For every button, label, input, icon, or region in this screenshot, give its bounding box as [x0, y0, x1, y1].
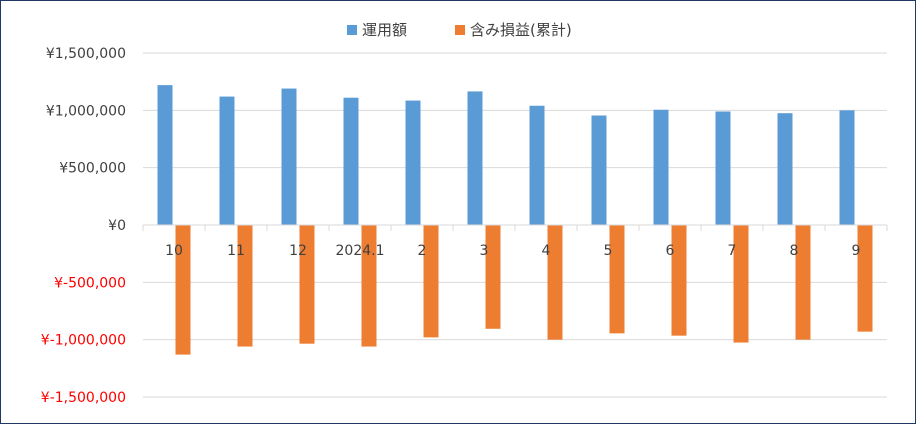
bar-fukumi-soneki: [423, 225, 439, 338]
bar-fukumi-soneki: [485, 225, 501, 329]
bars: [157, 85, 873, 355]
y-tick-label: ¥1,500,000: [46, 46, 126, 62]
y-tick-label: ¥500,000: [59, 161, 126, 177]
y-axis: ¥1,500,000 ¥1,000,000 ¥500,000 ¥0 ¥-500,000 ¥…: [41, 46, 126, 406]
bar-fukumi-soneki: [857, 225, 873, 332]
bar-unyougaku: [715, 111, 731, 225]
x-category-label: 7: [728, 243, 737, 259]
bar-fukumi-soneki: [299, 225, 315, 344]
x-category-label: 2: [418, 243, 427, 259]
y-tick-label: ¥1,000,000: [46, 103, 126, 119]
x-category-label: 6: [666, 243, 675, 259]
y-tick-label: ¥-500,000: [54, 275, 126, 291]
gridlines: [143, 52, 887, 398]
bar-unyougaku: [529, 105, 545, 225]
y-tick-label: ¥-1,500,000: [41, 390, 126, 406]
legend-label: 含み損益(累計): [470, 21, 572, 39]
bar-unyougaku: [777, 113, 793, 225]
x-category-label: 3: [480, 243, 489, 259]
bar-fukumi-soneki: [671, 225, 687, 336]
bar-unyougaku: [343, 97, 359, 225]
y-tick-label: ¥0: [108, 218, 126, 234]
x-category-label: 5: [604, 243, 613, 259]
bar-fukumi-soneki: [609, 225, 625, 334]
x-category-label: 12: [289, 243, 307, 259]
bar-unyougaku: [653, 109, 669, 225]
zero-axis: [142, 224, 888, 231]
legend-label: 運用額: [362, 21, 407, 39]
x-category-label: 4: [542, 243, 551, 259]
y-tick-label: ¥-1,000,000: [41, 333, 126, 349]
x-category-label: 8: [790, 243, 799, 259]
bar-unyougaku: [219, 96, 235, 225]
legend-swatch: [455, 25, 465, 35]
x-category-label: 9: [852, 243, 861, 259]
x-axis: 10 11 12 2024.1 2 3 4 5 6 7 8 9: [165, 243, 860, 259]
x-category-label: 2024.1: [336, 243, 385, 259]
legend: 運用額 含み損益(累計): [347, 21, 572, 39]
bar-fukumi-soneki: [547, 225, 563, 340]
x-category-label: 10: [165, 243, 183, 259]
bar-fukumi-soneki: [795, 225, 811, 340]
bar-unyougaku: [467, 91, 483, 225]
bar-unyougaku: [405, 100, 421, 225]
x-category-label: 11: [227, 243, 245, 259]
bar-unyougaku: [839, 110, 855, 225]
bar-fukumi-soneki: [733, 225, 749, 343]
bar-unyougaku: [281, 88, 297, 226]
bar-unyougaku: [157, 85, 173, 226]
bar-fukumi-soneki: [175, 225, 191, 355]
legend-swatch: [347, 25, 357, 35]
bar-fukumi-soneki: [361, 225, 377, 347]
bar-fukumi-soneki: [237, 225, 253, 347]
bar-unyougaku: [591, 115, 607, 225]
